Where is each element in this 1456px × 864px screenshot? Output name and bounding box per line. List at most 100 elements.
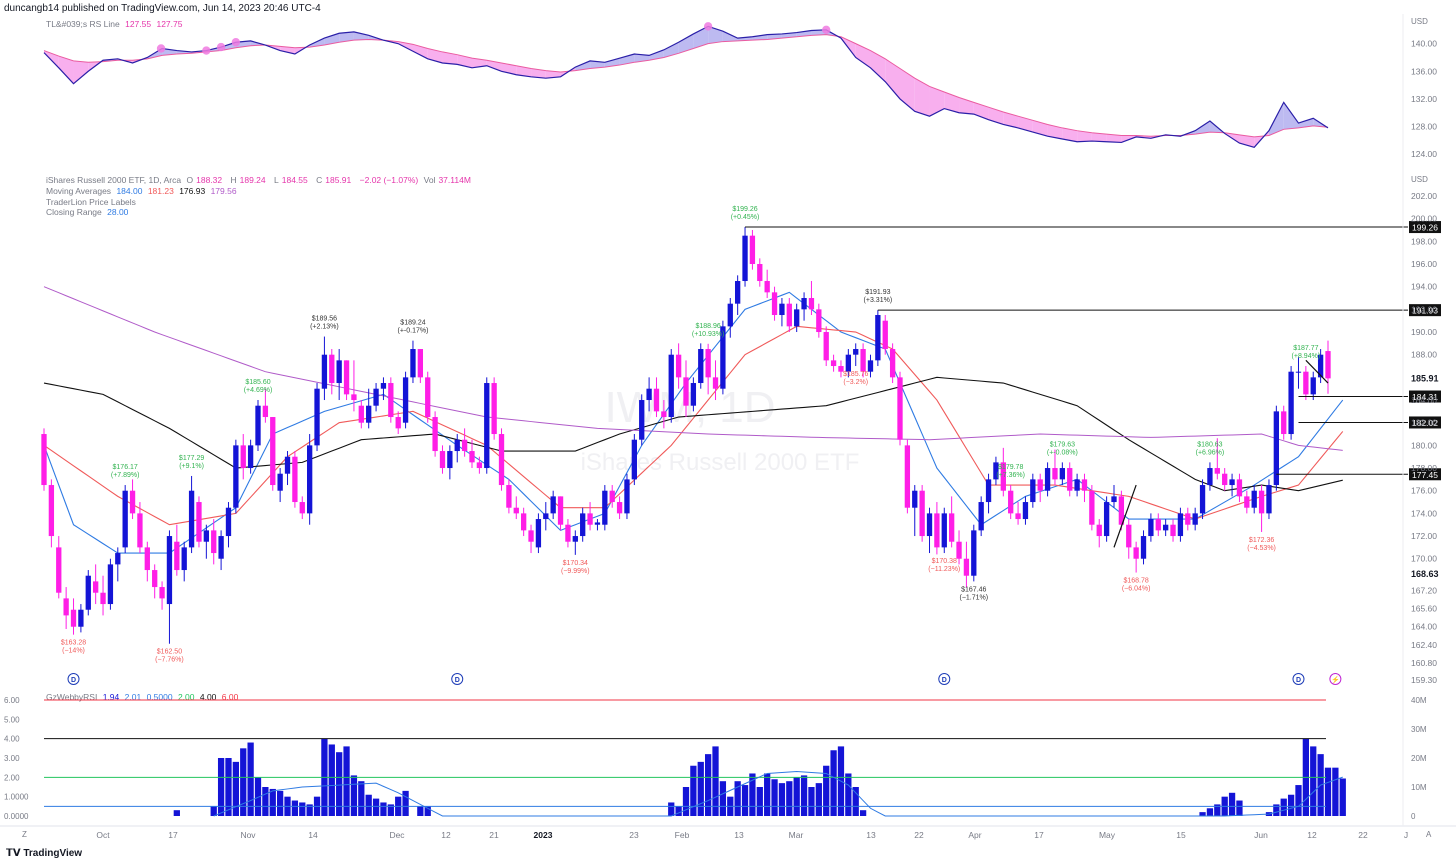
price-label-change: (−11.23%) — [928, 566, 960, 573]
x-axis-tick: May — [1099, 830, 1116, 840]
price-label-change: (+4.69%) — [244, 387, 273, 394]
rs-axis-tick: 128.00 — [1411, 122, 1437, 132]
event-marker-circle — [67, 673, 80, 685]
rsi-bar — [719, 781, 727, 816]
rs-fill-segment — [1018, 116, 1033, 133]
price-label-value: $168.78 — [1123, 578, 1148, 585]
candle-down — [388, 383, 394, 418]
candle-down — [1170, 524, 1176, 537]
tv-logo-icon: 𝗧𝗩 — [6, 848, 24, 859]
candle-up — [1207, 468, 1213, 486]
price-axis-tick: 159.30 — [1411, 675, 1437, 685]
candle-up — [366, 405, 372, 423]
rsi-bar — [1280, 798, 1287, 816]
candle-down — [299, 502, 305, 514]
level-label: 184.31 — [1412, 392, 1438, 402]
rsi-bar — [1214, 804, 1221, 816]
rsi-bar — [372, 798, 380, 816]
x-axis-tick: Feb — [675, 830, 690, 840]
rs-axis-tick: 140.00 — [1411, 39, 1437, 49]
rsi-bar — [402, 790, 409, 816]
rs-fill-segment — [708, 26, 723, 44]
high-label: H — [230, 175, 237, 185]
candle-up — [646, 388, 652, 401]
price-axis-tick: 164.00 — [1411, 622, 1437, 632]
rsi-ma-line — [213, 771, 1343, 817]
candle-down — [808, 298, 815, 310]
candle-down — [520, 513, 527, 531]
price-label-change: (−7.76%) — [155, 657, 184, 664]
x-axis-tick: 12 — [1307, 830, 1317, 840]
x-axis-tick: 13 — [734, 830, 744, 840]
rsi-bar — [1295, 785, 1302, 816]
price-label-value: $199.26 — [732, 206, 757, 213]
closing-range-value: 28.00 — [107, 207, 129, 217]
candle-up — [1310, 377, 1316, 395]
price-label-change: (+7.36%) — [996, 472, 1025, 479]
price-label-change: (+6.96%) — [1196, 449, 1225, 456]
price-axis-tick: 160.80 — [1411, 658, 1437, 668]
rs-fill-segment — [1003, 112, 1019, 128]
candle-down — [498, 434, 505, 486]
candle-up — [875, 315, 881, 361]
rs-fill-segment — [324, 33, 340, 46]
rsi-bar — [734, 781, 741, 816]
corner-bottom-left[interactable]: Z — [22, 830, 27, 839]
axes: USD124.00128.00132.00136.00140.00199.261… — [0, 14, 1456, 840]
rsi-v5: 4.00 — [199, 692, 217, 702]
price-label-value: $185.76 — [843, 371, 868, 378]
candle-up — [971, 530, 977, 576]
candle-down — [1281, 411, 1287, 435]
candle-down — [1244, 496, 1250, 508]
candle-down — [749, 235, 756, 265]
x-axis-tick: Oct — [96, 830, 110, 840]
event-marker-label: D — [71, 677, 76, 684]
level-label-box — [1409, 304, 1441, 317]
rs-fill-segment — [885, 58, 900, 99]
candle-down — [963, 558, 970, 576]
x-axis-tick: 21 — [489, 830, 499, 840]
candle-down — [1067, 468, 1073, 491]
x-axis-tick: Mar — [789, 830, 804, 840]
candle-up — [668, 354, 674, 418]
price-axis-tick: 174.00 — [1411, 508, 1437, 518]
candle-down — [1037, 479, 1043, 491]
rsi-bar — [1332, 767, 1339, 816]
candle-down — [329, 354, 335, 384]
rsi-bar — [358, 781, 365, 816]
candle-up — [373, 388, 379, 406]
rs-fill-segment — [516, 65, 532, 77]
rs-fill-segment — [900, 68, 915, 112]
price-label-value: $167.46 — [961, 586, 986, 593]
x-axis-tick: 22 — [914, 830, 924, 840]
candle-down — [41, 434, 47, 486]
candle-up — [742, 235, 748, 282]
corner-bottom-right[interactable]: A — [1426, 830, 1432, 839]
candle-up — [734, 281, 741, 304]
rsi-bar — [225, 758, 232, 816]
tradingview-wordmark: TradingView — [23, 848, 83, 859]
watermark-symbol: IWM, 1D — [604, 383, 775, 432]
price-axis-tick: 168.63 — [1411, 569, 1439, 579]
rs-fill-segment — [545, 70, 561, 79]
candle-up — [690, 383, 697, 406]
candle-up — [845, 354, 852, 372]
price-label-change: (−6.04%) — [1122, 586, 1151, 593]
candle-up — [218, 536, 224, 559]
rsi-bar — [365, 794, 372, 816]
candle-up — [1273, 411, 1280, 486]
rsi-legend: GzWebbyRSI 1.94 2.01 0.5000 2.00 4.00 6.… — [46, 692, 241, 702]
candle-up — [727, 303, 733, 327]
candle-down — [1236, 479, 1243, 497]
rsi-bar — [417, 806, 424, 816]
level-label: 191.93 — [1412, 306, 1438, 316]
rs-legend-name: TL&#039;s RS Line — [46, 19, 120, 29]
rsi-bar — [756, 787, 763, 816]
candle-up — [1162, 524, 1169, 531]
rsi-bar — [1339, 778, 1346, 816]
rsi-axis-tick: 6.00 — [4, 696, 20, 705]
rsi-bar — [1310, 746, 1317, 816]
event-marker-label: ⚡ — [1331, 675, 1340, 684]
rs-fill-segment — [752, 34, 768, 41]
